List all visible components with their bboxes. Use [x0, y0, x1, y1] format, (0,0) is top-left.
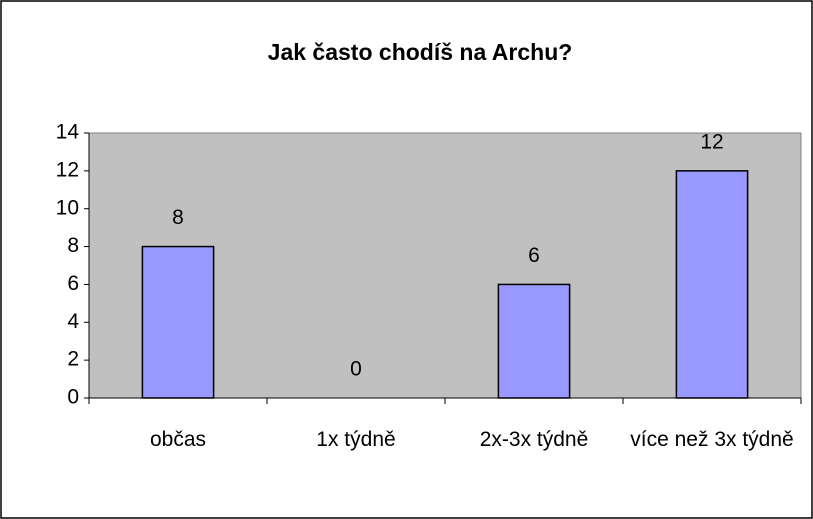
y-tick-label: 14 [56, 121, 80, 144]
value-label: 8 [172, 206, 184, 229]
y-tick-label: 2 [67, 348, 79, 371]
value-label: 12 [700, 130, 723, 153]
x-tick-label: 2x-3x týdně [479, 428, 589, 451]
x-tick-label: více než 3x týdně [630, 428, 794, 451]
y-tick-label: 10 [56, 196, 79, 219]
bar [497, 283, 571, 399]
y-tick-label: 12 [56, 158, 79, 181]
bar [141, 245, 215, 399]
y-tick-label: 0 [67, 386, 79, 409]
y-tick-label: 6 [67, 272, 79, 295]
x-tick-label: 1x týdně [316, 428, 396, 451]
y-tick-label: 4 [67, 310, 79, 333]
value-label: 0 [350, 358, 362, 381]
value-label: 6 [528, 244, 540, 267]
chart-title: Jak často chodíš na Archu? [268, 39, 573, 65]
bar [675, 170, 749, 399]
x-tick-label: občas [149, 428, 207, 451]
y-tick-label: 8 [67, 234, 79, 257]
